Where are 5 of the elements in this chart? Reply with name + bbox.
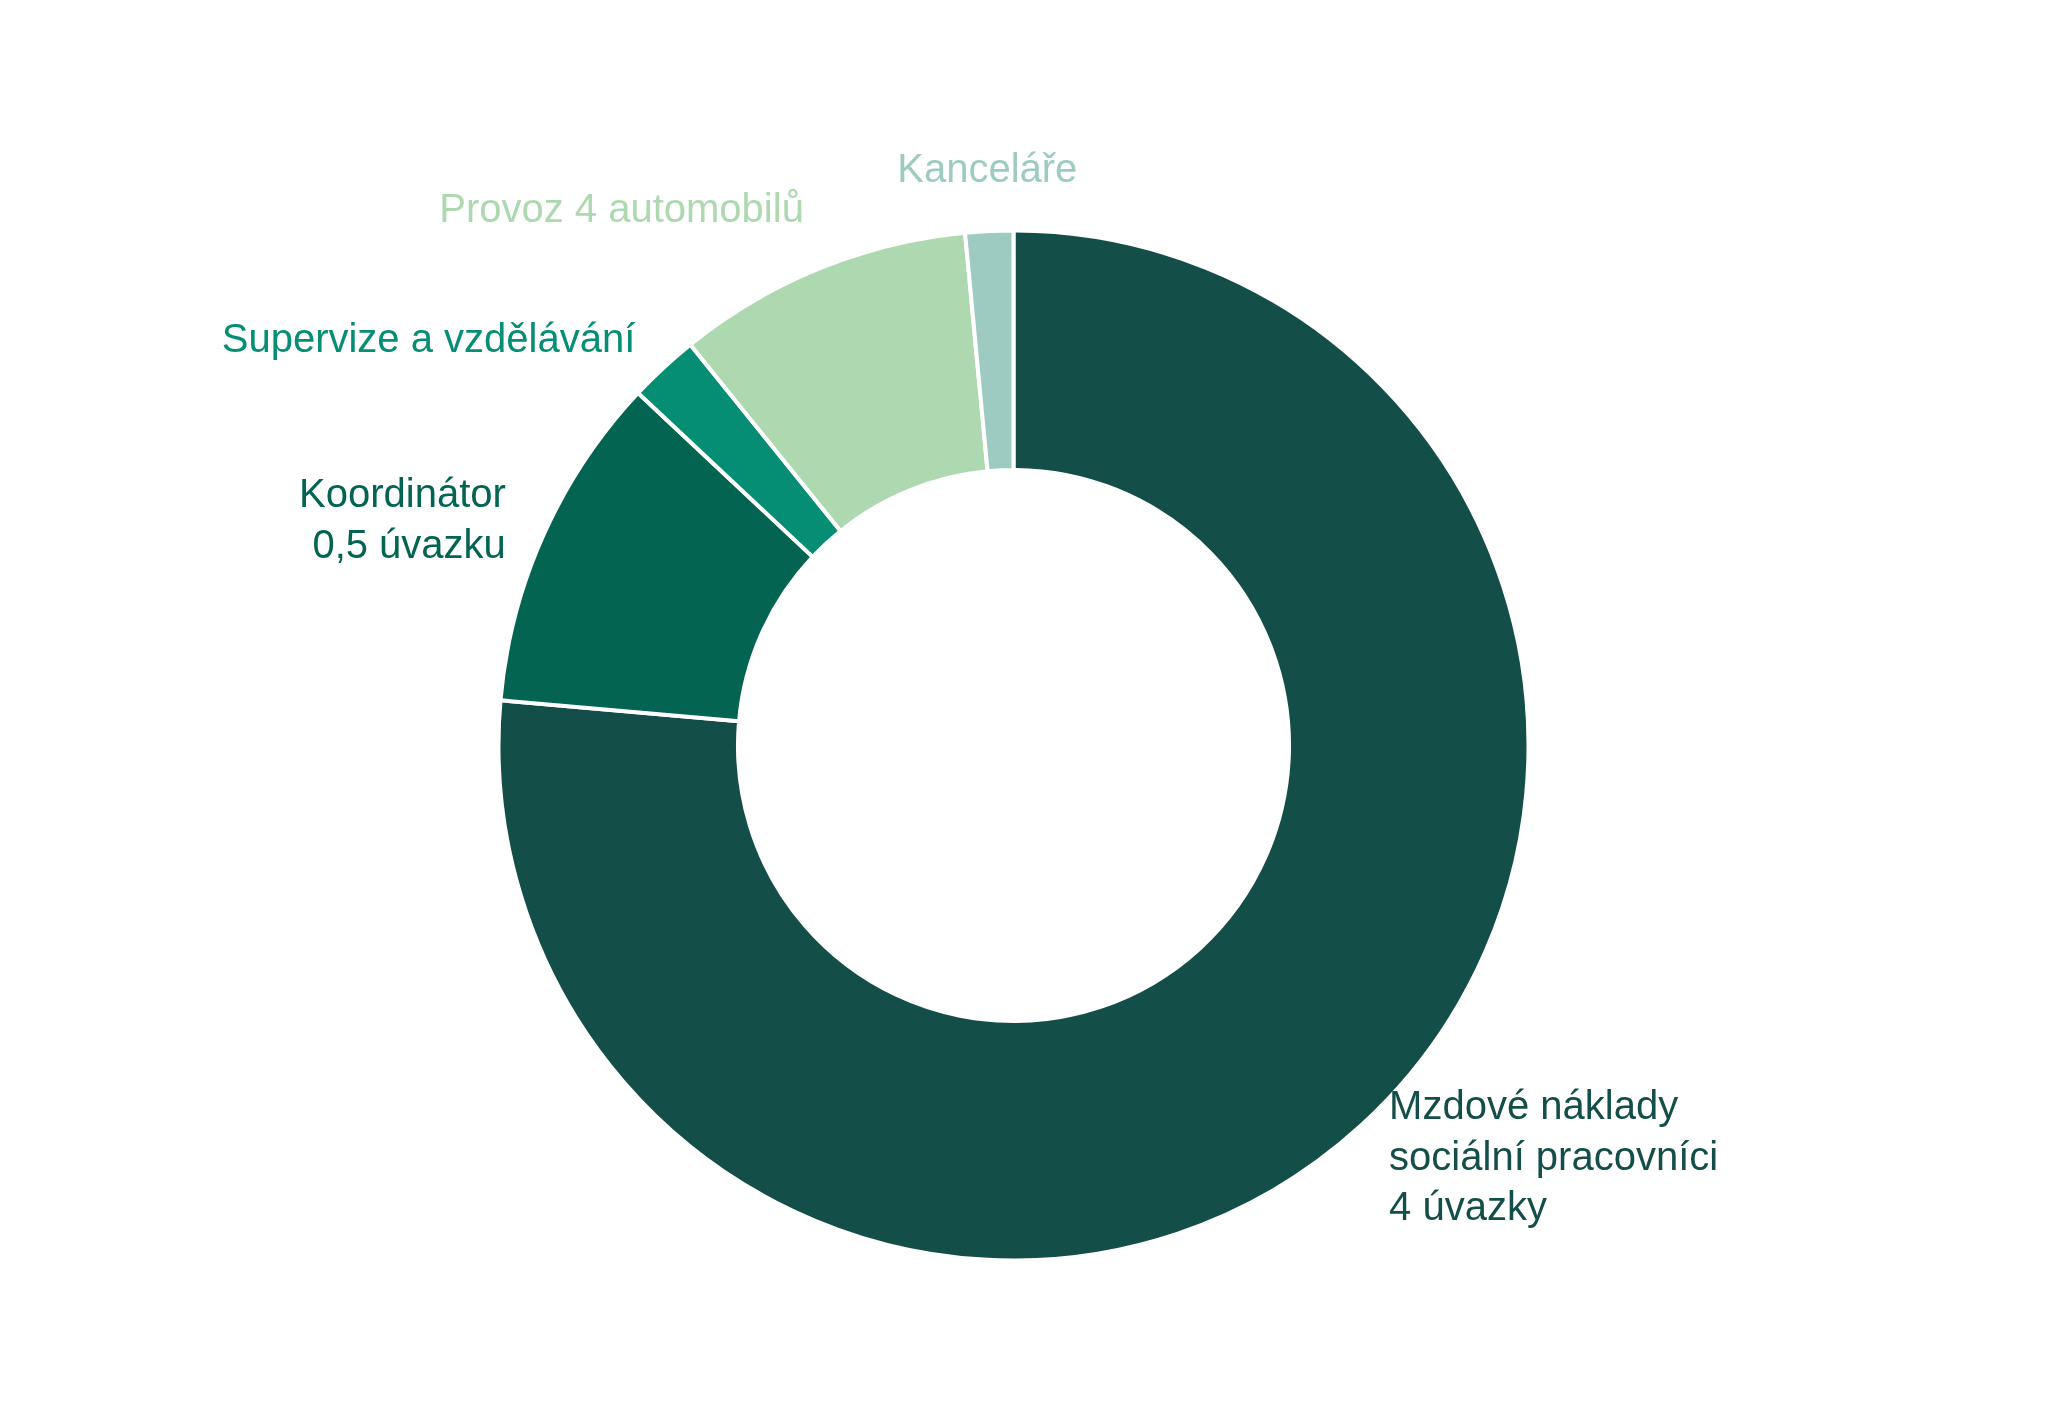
- slice-label: Supervize a vzdělávání: [221, 315, 636, 360]
- slice-label: Mzdové náklady sociální pracovníci 4 úvazky: [1389, 1083, 1719, 1229]
- slice-label: Koordinátor 0,5 úvazku: [299, 470, 506, 566]
- slice-label: Provoz 4 automobilů: [439, 186, 804, 231]
- slice-label: Kanceláře: [897, 145, 1078, 190]
